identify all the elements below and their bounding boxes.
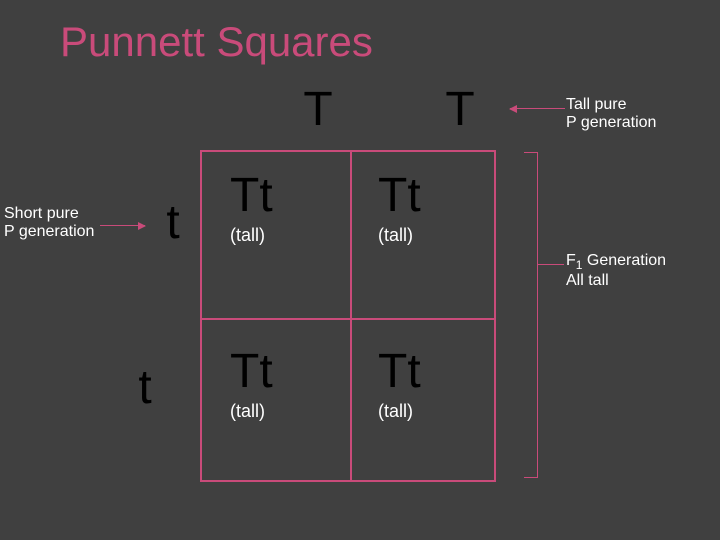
bracket-icon <box>524 152 538 478</box>
phenotype: (tall) <box>200 401 348 422</box>
cell-bottom-left: Tt (tall) <box>200 316 348 422</box>
label-line2: P generation <box>4 223 94 240</box>
label-short-parent: Short pure P generation <box>0 205 105 241</box>
cell-bottom-right: Tt (tall) <box>348 316 496 422</box>
label-f1-generation: F1 Generation All tall <box>566 252 716 290</box>
phenotype: (tall) <box>200 225 348 246</box>
label-tall-parent: Tall pure P generation <box>566 96 706 132</box>
column-header-2: T <box>410 82 510 137</box>
genotype: Tt <box>200 168 348 223</box>
bracket-arrow-icon <box>538 264 564 265</box>
row-header-2: t <box>120 360 170 415</box>
genotype: Tt <box>200 344 348 399</box>
phenotype: (tall) <box>348 401 496 422</box>
arrow-short-icon <box>100 225 145 226</box>
label-line2: P generation <box>566 114 656 131</box>
genotype: Tt <box>348 168 496 223</box>
label-line1: Tall pure <box>566 96 626 113</box>
f1-suffix: Generation <box>582 252 666 269</box>
label-line1: Short pure <box>4 205 79 222</box>
arrow-tall-icon <box>510 108 565 109</box>
f1-line2: All tall <box>566 272 609 289</box>
f1-prefix: F <box>566 252 576 269</box>
cell-top-left: Tt (tall) <box>200 150 348 246</box>
column-header-1: T <box>268 82 368 137</box>
row-header-1: t <box>148 195 198 250</box>
cell-top-right: Tt (tall) <box>348 150 496 246</box>
genotype: Tt <box>348 344 496 399</box>
page-title: Punnett Squares <box>60 18 373 66</box>
phenotype: (tall) <box>348 225 496 246</box>
